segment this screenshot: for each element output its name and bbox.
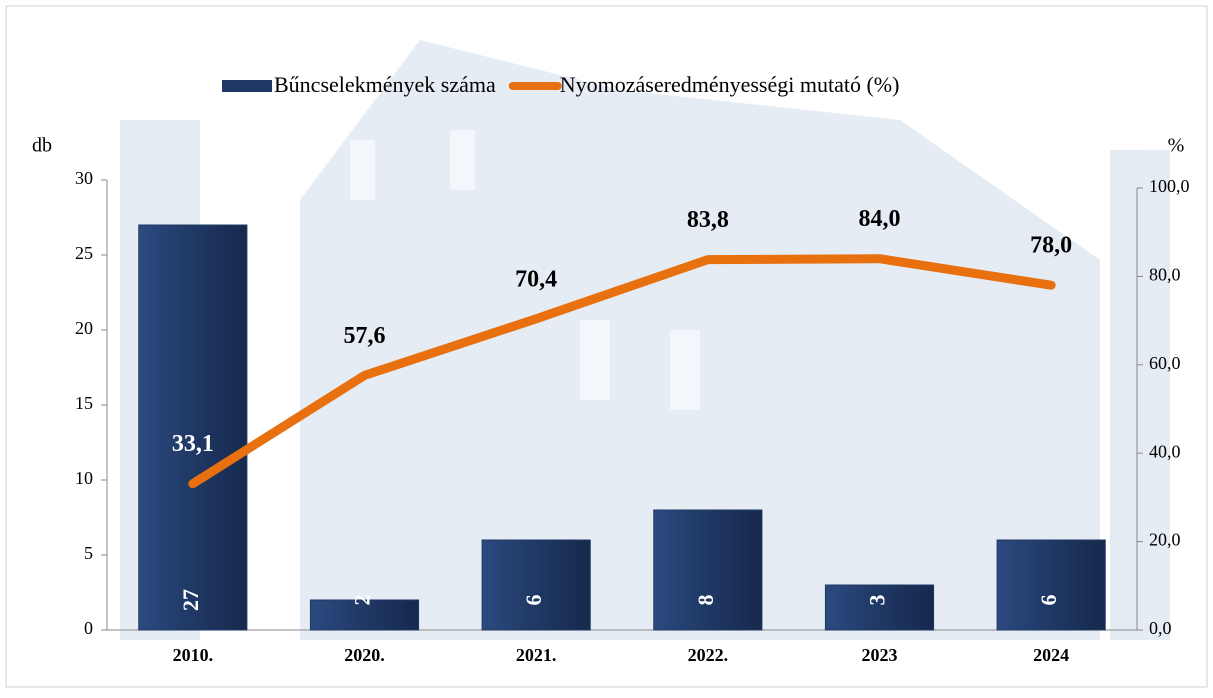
x-tick-label: 2024 [1033, 645, 1069, 665]
legend-label: Nyomozáseredményességi mutató (%) [560, 72, 900, 97]
bar [997, 540, 1105, 630]
y2-tick-label: 40,0 [1149, 441, 1181, 461]
y-tick-label: 30 [75, 168, 93, 188]
bar [825, 585, 933, 630]
bar-value-label: 6 [521, 595, 546, 606]
y-tick-label: 25 [75, 243, 93, 263]
legend: Bűncselekmények száma Nyomozáseredményess… [222, 72, 899, 97]
y-tick-label: 0 [84, 618, 93, 638]
y2-tick-label: 80,0 [1149, 265, 1181, 285]
bar-value-label: 3 [865, 595, 890, 606]
y2-tick-label: 0,0 [1149, 618, 1172, 638]
y-axis-label: db [32, 135, 52, 157]
bar [139, 225, 247, 630]
bar [482, 540, 590, 630]
x-tick-label: 2010. [173, 645, 214, 665]
bar [654, 510, 762, 630]
line-value-label: 33,1 [172, 431, 214, 457]
y-tick-label: 20 [75, 318, 93, 338]
x-tick-label: 2023 [862, 645, 898, 665]
y2-axis-label: % [1168, 135, 1185, 157]
legend-swatch [222, 80, 272, 92]
y2-tick-label: 60,0 [1149, 353, 1181, 373]
bar-value-label: 2 [350, 595, 375, 606]
bar-value-label: 8 [693, 595, 718, 606]
y2-tick-label: 100,0 [1149, 176, 1190, 196]
legend-label: Bűncselekmények száma [274, 72, 496, 97]
x-tick-label: 2022. [688, 645, 729, 665]
x-tick-label: 2021. [516, 645, 557, 665]
bar-value-label: 6 [1036, 595, 1061, 606]
line-value-label: 78,0 [1030, 233, 1072, 259]
bar-value-label: 27 [178, 589, 203, 611]
line-value-label: 70,4 [515, 266, 557, 292]
line-value-label: 83,8 [687, 207, 729, 233]
line-value-label: 57,6 [344, 323, 386, 349]
y-tick-label: 10 [75, 468, 93, 488]
y-tick-label: 15 [75, 393, 93, 413]
y2-tick-label: 20,0 [1149, 530, 1181, 550]
y-tick-label: 5 [84, 543, 93, 563]
line-value-label: 84,0 [859, 206, 901, 232]
chart: db % 0 5 10 15 20 25 30 0,0 20,0 40,0 60,0 80,0 100,… [0, 0, 1213, 693]
x-tick-label: 2020. [344, 645, 385, 665]
